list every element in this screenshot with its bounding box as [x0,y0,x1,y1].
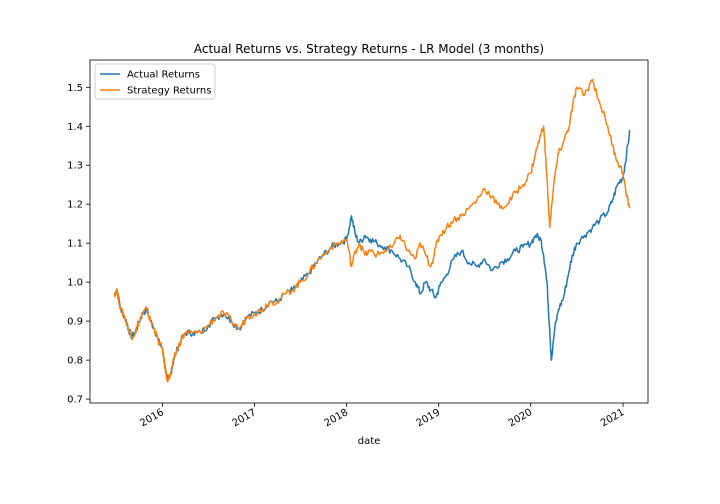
y-axis: 0.7 0.8 0.9 1.0 1.1 1.2 1.3 1.4 1.5 [67,83,90,406]
legend-label-actual: Actual Returns [127,70,200,81]
y-tick-label: 0.9 [67,317,83,328]
y-tick-label: 1.4 [67,122,83,133]
chart-title: Actual Returns vs. Strategy Returns - LR… [194,42,544,56]
y-tick-label: 0.8 [67,356,83,367]
y-tick-label: 1.2 [67,200,83,211]
x-axis: 2016 2017 2018 2019 2020 2021 [138,403,627,429]
plot-area [90,60,648,403]
x-tick-label: 2020 [507,407,535,429]
x-tick-label: 2021 [599,407,627,429]
y-tick-label: 1.0 [67,278,83,289]
series-line-strategy [113,78,631,383]
y-tick-label: 1.1 [67,239,83,250]
plot-frame [89,59,649,404]
series-lines [113,78,631,383]
legend-box [94,63,216,100]
x-tick-label: 2016 [138,407,166,429]
y-tick-label: 0.7 [67,395,83,406]
y-tick-label: 1.5 [67,83,83,94]
x-axis-title: date [358,436,381,447]
x-tick-label: 2017 [231,407,259,429]
x-tick-label: 2018 [323,407,351,429]
x-tick-label: 2019 [415,407,443,429]
legend: Actual Returns Strategy Returns [94,63,216,100]
legend-label-strategy: Strategy Returns [127,86,211,97]
y-tick-label: 1.3 [67,161,83,172]
